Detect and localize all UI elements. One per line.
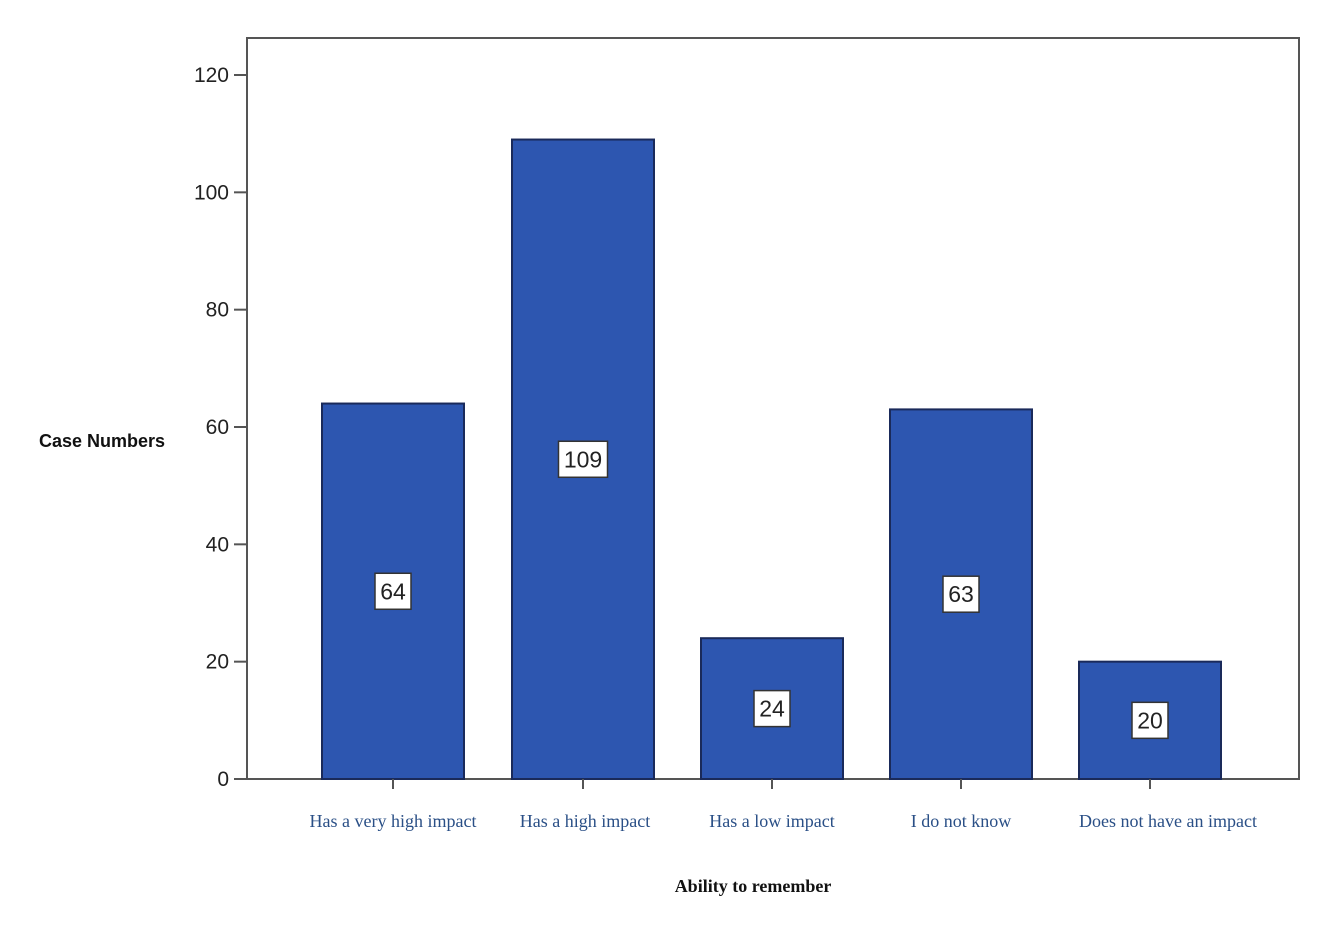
y-tick-label: 100 [194,181,229,204]
data-label: 24 [759,696,785,722]
x-tick-label: I do not know [911,811,1012,831]
y-tick-label: 120 [194,64,229,87]
data-label-box [557,440,609,479]
y-tick-label: 60 [206,416,229,439]
data-label: 63 [948,581,974,607]
y-axis-title: Case Numbers [39,431,165,451]
data-label: 109 [564,446,602,472]
bars-group: 64 109 24 63 20 [321,138,1222,781]
y-axis: 0 20 40 60 80 100 120 [194,64,247,791]
x-tick-label: Has a very high impact [310,811,477,831]
data-label-box [374,572,412,611]
x-axis-title: Ability to remember [675,876,832,896]
y-tick-label: 20 [206,651,229,674]
x-tick-label: Does not have an impact [1079,811,1257,831]
data-label: 64 [380,578,406,604]
data-label-box [753,689,791,728]
x-axis: Has a very high impact Has a high impact H… [310,779,1257,831]
y-tick-label: 80 [206,299,229,322]
x-tick-label: Has a high impact [520,811,650,831]
data-label-box [942,575,980,613]
y-tick-label: 0 [217,768,229,791]
y-tick-label: 40 [206,533,229,556]
data-label: 20 [1137,707,1163,733]
data-label-box [1131,701,1169,740]
x-tick-label: Has a low impact [709,811,834,831]
